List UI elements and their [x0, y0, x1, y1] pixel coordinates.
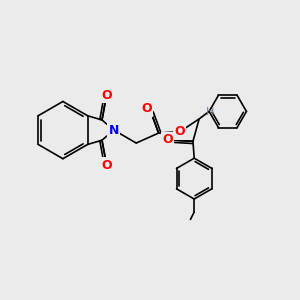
Text: O: O [141, 102, 152, 116]
Text: O: O [162, 133, 172, 146]
Text: N: N [109, 124, 119, 136]
Text: H: H [206, 107, 214, 117]
Text: O: O [101, 88, 112, 102]
Text: O: O [174, 125, 185, 138]
Text: O: O [101, 159, 112, 172]
